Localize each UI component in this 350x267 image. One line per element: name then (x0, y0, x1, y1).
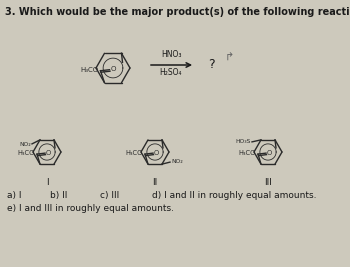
Text: ?: ? (208, 57, 215, 70)
Text: II: II (152, 178, 158, 187)
Text: HO₃S: HO₃S (236, 139, 251, 144)
Text: H₃CO: H₃CO (239, 150, 256, 156)
Text: a) I: a) I (7, 191, 21, 200)
Text: c) III: c) III (100, 191, 119, 200)
Text: d) I and II in roughly equal amounts.: d) I and II in roughly equal amounts. (152, 191, 316, 200)
Text: NO₂: NO₂ (19, 142, 31, 147)
Text: ↱: ↱ (225, 53, 235, 63)
Text: b) II: b) II (50, 191, 67, 200)
Text: H₃CO: H₃CO (80, 67, 98, 73)
Text: H₃CO: H₃CO (18, 150, 35, 156)
Text: O: O (154, 150, 159, 156)
Text: e) I and III in roughly equal amounts.: e) I and III in roughly equal amounts. (7, 204, 174, 213)
Text: III: III (264, 178, 272, 187)
Text: O: O (46, 150, 51, 156)
Text: I: I (46, 178, 48, 187)
Text: HNO₃: HNO₃ (161, 50, 181, 59)
Text: H₃CO: H₃CO (126, 150, 143, 156)
Text: NO₂: NO₂ (171, 159, 183, 164)
Text: 3. Which would be the major product(s) of the following reaction?: 3. Which would be the major product(s) o… (5, 7, 350, 17)
Text: O: O (111, 66, 116, 72)
Text: O: O (267, 150, 272, 156)
Text: H₂SO₄: H₂SO₄ (160, 68, 182, 77)
